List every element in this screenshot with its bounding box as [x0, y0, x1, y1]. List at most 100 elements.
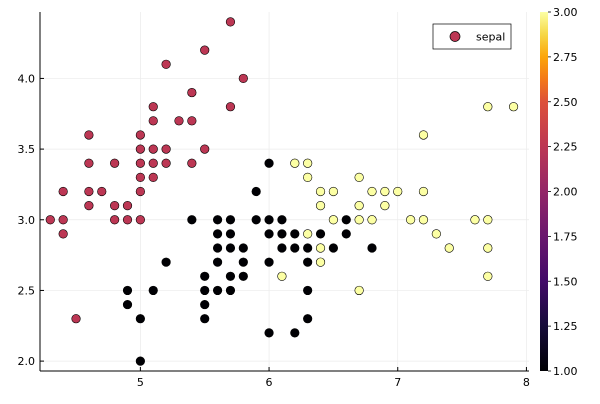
y-ticks: 2.0 2.5 3.0 3.5 4.0	[18, 72, 44, 368]
data-point	[187, 158, 197, 168]
data-point	[148, 158, 158, 168]
data-point	[200, 144, 210, 154]
data-point	[303, 314, 313, 324]
data-point	[418, 186, 429, 197]
colorbar-tick-label: 2.50	[553, 96, 578, 109]
data-point	[212, 257, 223, 267]
y-tick-label: 3.0	[18, 214, 36, 227]
data-point	[315, 186, 326, 197]
data-point	[290, 328, 300, 338]
data-points	[45, 17, 519, 366]
data-point	[58, 215, 68, 225]
data-point	[135, 314, 145, 324]
data-point	[508, 102, 519, 112]
grid	[40, 12, 529, 371]
y-tick-label: 3.5	[18, 143, 36, 156]
data-point	[380, 201, 390, 211]
data-point	[161, 158, 171, 168]
data-point	[238, 243, 248, 253]
data-point	[290, 158, 300, 168]
data-point	[315, 257, 326, 267]
data-point	[84, 158, 94, 168]
data-point	[264, 257, 274, 267]
data-point	[45, 215, 55, 225]
data-point	[367, 186, 377, 197]
colorbar-tick-label: 3.00	[553, 6, 578, 19]
data-point	[135, 215, 145, 225]
legend: sepal	[432, 23, 512, 50]
y-tick-label: 2.0	[18, 355, 36, 368]
data-point	[148, 144, 158, 154]
data-point	[110, 158, 120, 168]
data-point	[303, 229, 313, 239]
data-point	[161, 144, 171, 154]
data-point	[277, 243, 287, 253]
data-point	[200, 45, 210, 55]
data-point	[393, 186, 403, 197]
data-point	[354, 215, 364, 225]
data-point	[341, 215, 351, 225]
data-point	[225, 243, 236, 253]
data-point	[148, 172, 158, 182]
data-point	[225, 271, 236, 281]
data-point	[225, 17, 236, 27]
data-point	[418, 215, 429, 225]
data-point	[406, 215, 416, 225]
data-point	[354, 285, 364, 296]
data-point	[251, 186, 261, 197]
data-point	[148, 102, 158, 112]
legend-marker	[449, 31, 461, 42]
data-point	[225, 102, 236, 112]
x-tick-label: 7	[394, 376, 401, 389]
colorbar-tick-label: 2.00	[553, 186, 578, 199]
data-point	[483, 102, 493, 112]
data-point	[122, 285, 133, 296]
data-point	[315, 201, 326, 211]
data-point	[277, 215, 287, 225]
data-point	[187, 116, 197, 126]
data-point	[200, 285, 210, 296]
data-point	[264, 215, 274, 225]
data-point	[315, 229, 326, 239]
data-point	[161, 59, 171, 69]
data-point	[71, 314, 81, 324]
data-point	[174, 116, 184, 126]
colorbar-tick-label: 2.25	[553, 141, 578, 154]
data-point	[264, 158, 274, 168]
x-tick-label: 6	[266, 376, 273, 389]
data-point	[212, 229, 223, 239]
data-point	[418, 130, 429, 140]
data-point	[122, 215, 133, 225]
data-point	[84, 201, 94, 211]
data-point	[483, 271, 493, 281]
data-point	[354, 201, 364, 211]
data-point	[238, 271, 248, 281]
data-point	[135, 356, 145, 366]
colorbar-gradient	[540, 12, 548, 371]
data-point	[148, 116, 158, 126]
data-point	[187, 87, 197, 98]
data-point	[444, 243, 454, 253]
data-point	[303, 158, 313, 168]
colorbar: 1.00 1.25 1.50 1.75 2.00 2.25 2.50 2.75 3.00	[540, 6, 578, 378]
data-point	[135, 144, 145, 154]
axes	[39, 12, 529, 372]
data-point	[200, 314, 210, 324]
data-point	[303, 257, 313, 267]
data-point	[110, 215, 120, 225]
data-point	[135, 158, 145, 168]
data-point	[135, 130, 145, 140]
data-point	[212, 215, 223, 225]
data-point	[58, 186, 68, 197]
data-point	[367, 243, 377, 253]
x-ticks: 5 6 7 8	[137, 367, 530, 389]
data-point	[200, 299, 210, 310]
data-point	[187, 215, 197, 225]
data-point	[212, 285, 223, 296]
data-point	[483, 243, 493, 253]
colorbar-tick-label: 1.75	[553, 230, 578, 243]
legend-box	[432, 23, 512, 50]
y-tick-label: 4.0	[18, 72, 36, 85]
data-point	[148, 285, 158, 296]
data-point	[238, 73, 248, 84]
